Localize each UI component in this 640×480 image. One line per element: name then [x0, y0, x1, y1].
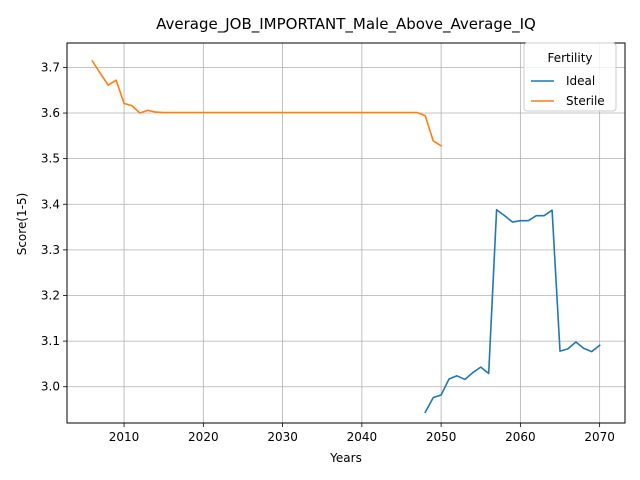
- series-line-ideal: [424, 208, 601, 414]
- y-tick-label: 3.4: [41, 197, 60, 211]
- legend-box: [523, 42, 617, 112]
- y-tick-label: 3.1: [41, 334, 60, 348]
- plot-area-frame: [66, 42, 626, 424]
- x-tick-label: 2050: [426, 430, 457, 444]
- x-tick-label: 2070: [584, 430, 615, 444]
- y-tick-label: 3.7: [41, 60, 60, 74]
- y-tick-label: 3.3: [41, 243, 60, 257]
- legend-label-sterile: Sterile: [566, 94, 605, 108]
- y-axis-ticks: 3.0 3.1 3.2 3.3 3.4 3.5 3.6 3.7: [41, 60, 67, 394]
- legend: Fertility Ideal Sterile: [523, 42, 617, 112]
- series-line-sterile: [91, 59, 443, 147]
- x-axis-label: Years: [329, 451, 362, 465]
- legend-entries: Ideal Sterile: [531, 74, 605, 108]
- x-tick-label: 2020: [188, 430, 219, 444]
- x-tick-label: 2060: [505, 430, 536, 444]
- y-tick-label: 3.0: [41, 380, 60, 394]
- y-tick-label: 3.6: [41, 106, 60, 120]
- y-axis-label: Score(1-5): [15, 193, 29, 256]
- legend-label-ideal: Ideal: [566, 74, 595, 88]
- y-tick-label: 3.5: [41, 152, 60, 166]
- x-tick-label: 2040: [347, 430, 378, 444]
- legend-title: Fertility: [547, 51, 592, 65]
- x-axis-ticks: 2010 2020 2030 2040 2050 2060 2070: [109, 423, 615, 444]
- series-lines: [91, 59, 601, 414]
- x-tick-label: 2030: [267, 430, 298, 444]
- y-tick-label: 3.2: [41, 288, 60, 302]
- chart-title: Average_JOB_IMPORTANT_Male_Above_Average…: [156, 15, 536, 34]
- x-tick-label: 2010: [109, 430, 140, 444]
